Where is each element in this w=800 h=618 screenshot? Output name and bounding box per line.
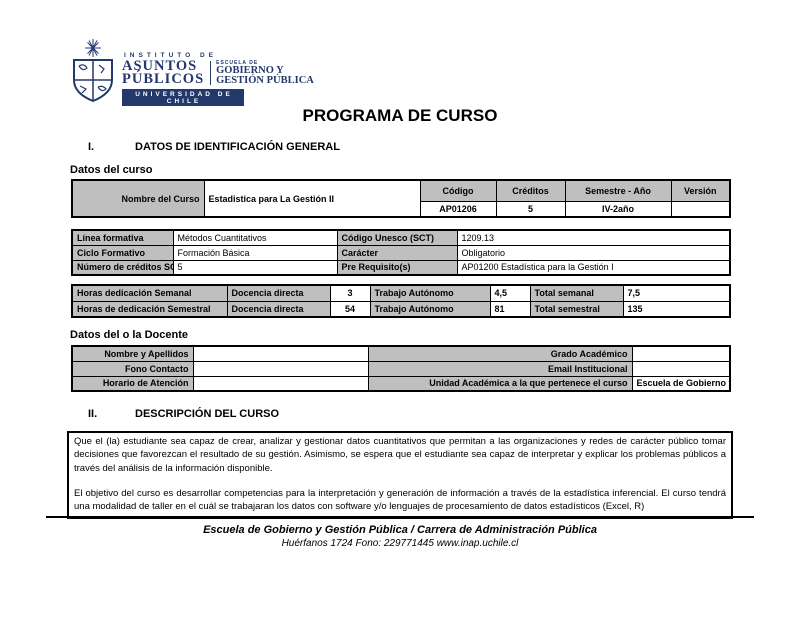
codigo-unesco-label: Código Unesco (SCT) xyxy=(336,229,458,246)
prerequisitos-value: AP01200 Estadística para la Gestión I xyxy=(456,259,731,276)
docencia-directa-semestral-value: 54 xyxy=(329,300,371,318)
nombre-curso-label: Nombre del Curso xyxy=(71,179,205,218)
table-row: Horario de Atención Unidad Académica a l… xyxy=(71,375,731,392)
section-2-label: DESCRIPCIÓN DEL CURSO xyxy=(135,408,280,420)
caracter-label: Carácter xyxy=(336,244,458,261)
logo-escuela-de: ESCUELA DE xyxy=(216,60,259,66)
trabajo-autonomo-semanal-value: 4,5 xyxy=(489,284,531,302)
table-row: Horas de dedicación Semestral Docencia d… xyxy=(71,300,731,318)
course-details-table: Línea formativa Métodos Cuantitativos Có… xyxy=(71,229,731,276)
grado-academico-label: Grado Académico xyxy=(367,345,633,362)
horas-semestral-label: Horas de dedicación Semestral xyxy=(71,300,228,318)
horas-semanal-label: Horas dedicación Semanal xyxy=(71,284,228,302)
nombre-apellidos-value xyxy=(192,345,369,362)
nombre-curso-value: Estadistica para La Gestión II xyxy=(203,179,421,218)
course-description-box: Que el (la) estudiante sea capaz de crea… xyxy=(67,431,733,520)
logo-asuntos-publicos: ASUNTOS PÚBLICOS xyxy=(122,58,205,87)
docencia-directa-semanal-value: 3 xyxy=(329,284,371,302)
logo-instituto-de: INSTITUTO DE xyxy=(124,52,218,59)
total-semestral-label: Total semestral xyxy=(529,300,624,318)
unidad-academica-value: Escuela de Gobierno y Gestión Pública xyxy=(631,375,731,392)
unidad-academica-label: Unidad Académica a la que pertenece el c… xyxy=(367,375,633,392)
hours-table: Horas dedicación Semanal Docencia direct… xyxy=(71,284,731,318)
teacher-data-table: Nombre y Apellidos Grado Académico Fono … xyxy=(71,345,731,392)
semestre-header: Semestre - Año xyxy=(564,179,672,202)
ciclo-formativo-value: Formación Básica xyxy=(172,244,338,261)
prerequisitos-label: Pre Requisito(s) xyxy=(336,259,458,276)
page-footer: Escuela de Gobierno y Gestión Pública / … xyxy=(0,516,800,549)
table-row: Número de créditos SCT 5 Pre Requisito(s… xyxy=(71,259,731,276)
version-header: Versión xyxy=(670,179,731,202)
trabajo-autonomo-label: Trabajo Autónomo xyxy=(369,300,491,318)
course-id-table: Nombre del Curso Estadistica para La Ges… xyxy=(71,179,731,218)
trabajo-autonomo-semestral-value: 81 xyxy=(489,300,531,318)
footer-divider xyxy=(46,516,754,518)
datos-docente-heading: Datos del o la Docente xyxy=(70,329,188,341)
codigo-unesco-value: 1209.13 xyxy=(456,229,731,246)
section-1-label: DATOS DE IDENTIFICACIÓN GENERAL xyxy=(135,141,340,153)
creditos-sct-value: 5 xyxy=(172,259,338,276)
section-2-heading: II. DESCRIPCIÓN DEL CURSO xyxy=(88,408,728,420)
university-logo: INSTITUTO DE ASUNTOS PÚBLICOS ESCUELA DE… xyxy=(70,38,800,106)
semestre-value: IV-2año xyxy=(564,200,672,218)
linea-formativa-value: Métodos Cuantitativos xyxy=(172,229,338,246)
docencia-directa-label: Docencia directa xyxy=(226,284,331,302)
horario-atencion-value xyxy=(192,375,369,392)
ciclo-formativo-label: Ciclo Formativo xyxy=(71,244,174,261)
grado-academico-value xyxy=(631,345,731,362)
fono-contacto-label: Fono Contacto xyxy=(71,360,194,377)
section-1-heading: I. DATOS DE IDENTIFICACIÓN GENERAL xyxy=(88,141,728,153)
logo-universidad-banner: UNIVERSIDAD DE CHILE xyxy=(122,89,244,106)
table-row: Horas dedicación Semanal Docencia direct… xyxy=(71,284,731,302)
description-paragraph-2: El objetivo del curso es desarrollar com… xyxy=(74,487,726,513)
total-semestral-value: 135 xyxy=(622,300,731,318)
table-row: Ciclo Formativo Formación Básica Carácte… xyxy=(71,244,731,261)
logo-text-block: INSTITUTO DE ASUNTOS PÚBLICOS ESCUELA DE… xyxy=(122,38,314,106)
page-title: PROGRAMA DE CURSO xyxy=(302,106,498,125)
caracter-value: Obligatorio xyxy=(456,244,731,261)
email-institucional-value xyxy=(631,360,731,377)
creditos-sct-label: Número de créditos SCT xyxy=(71,259,174,276)
logo-divider xyxy=(210,61,212,85)
total-semanal-value: 7,5 xyxy=(622,284,731,302)
footer-contact-line: Huérfanos 1724 Fono: 229771445 www.inap.… xyxy=(281,538,519,549)
table-row: AP01206 5 IV-2año xyxy=(72,200,731,218)
linea-formativa-label: Línea formativa xyxy=(71,229,174,246)
fono-contacto-value xyxy=(192,360,369,377)
creditos-value: 5 xyxy=(495,200,566,218)
codigo-value: AP01206 xyxy=(419,200,497,218)
codigo-header: Código xyxy=(419,179,497,202)
table-row: Nombre del Curso Estadistica para La Ges… xyxy=(71,179,731,218)
table-row: Línea formativa Métodos Cuantitativos Có… xyxy=(71,229,731,246)
table-row: Nombre y Apellidos Grado Académico xyxy=(71,345,731,362)
trabajo-autonomo-label: Trabajo Autónomo xyxy=(369,284,491,302)
uchile-coat-of-arms-icon xyxy=(70,38,116,104)
total-semanal-label: Total semanal xyxy=(529,284,624,302)
horario-atencion-label: Horario de Atención xyxy=(71,375,194,392)
section-2-number: II. xyxy=(88,408,98,420)
footer-school-line: Escuela de Gobierno y Gestión Pública / … xyxy=(203,524,597,536)
logo-gobierno-gestion: ESCUELA DE GOBIERNO Y GESTIÓN PÚBLICA xyxy=(216,60,314,86)
version-value xyxy=(670,200,731,218)
datos-del-curso-heading: Datos del curso xyxy=(70,164,153,176)
creditos-header: Créditos xyxy=(495,179,566,202)
email-institucional-label: Email Institucional xyxy=(367,360,633,377)
nombre-apellidos-label: Nombre y Apellidos xyxy=(71,345,194,362)
section-1-number: I. xyxy=(88,141,95,153)
docencia-directa-label: Docencia directa xyxy=(226,300,331,318)
table-row: Fono Contacto Email Institucional xyxy=(71,360,731,377)
description-paragraph-1: Que el (la) estudiante sea capaz de crea… xyxy=(74,436,726,474)
